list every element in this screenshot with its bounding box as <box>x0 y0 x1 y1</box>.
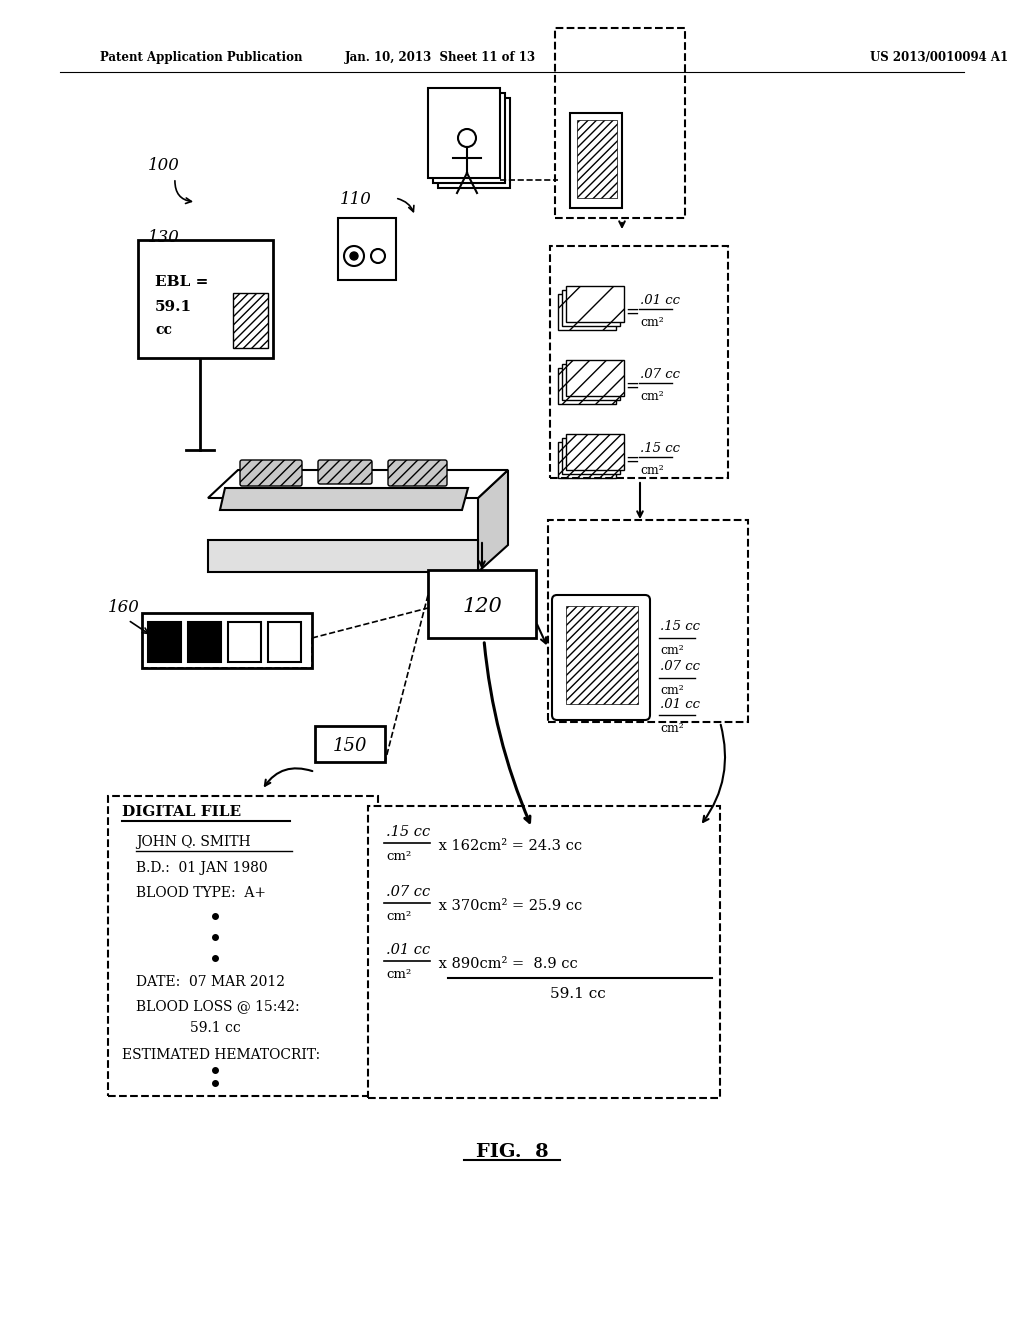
Text: cm²: cm² <box>640 389 664 403</box>
Text: 59.1 cc: 59.1 cc <box>550 987 606 1001</box>
FancyBboxPatch shape <box>562 364 620 400</box>
FancyBboxPatch shape <box>558 442 616 478</box>
FancyBboxPatch shape <box>428 570 536 638</box>
FancyBboxPatch shape <box>570 114 622 209</box>
Text: 160: 160 <box>108 599 140 616</box>
Text: .15 cc: .15 cc <box>386 825 430 840</box>
Text: US 2013/0010094 A1: US 2013/0010094 A1 <box>870 51 1008 65</box>
FancyBboxPatch shape <box>566 286 624 322</box>
Text: =: = <box>625 378 639 395</box>
FancyBboxPatch shape <box>562 290 620 326</box>
FancyBboxPatch shape <box>318 459 372 484</box>
FancyBboxPatch shape <box>240 459 302 486</box>
Text: =: = <box>625 451 639 469</box>
FancyBboxPatch shape <box>108 796 378 1096</box>
Text: 150: 150 <box>333 737 368 755</box>
FancyBboxPatch shape <box>548 520 748 722</box>
FancyBboxPatch shape <box>138 240 273 358</box>
Text: FIG.  8: FIG. 8 <box>476 1143 548 1162</box>
FancyBboxPatch shape <box>566 606 638 704</box>
Text: 130: 130 <box>148 230 180 247</box>
FancyBboxPatch shape <box>566 360 624 396</box>
Text: 59.1 cc: 59.1 cc <box>189 1020 241 1035</box>
Text: 120: 120 <box>462 597 502 615</box>
Text: BLOOD TYPE:  A+: BLOOD TYPE: A+ <box>136 886 266 900</box>
FancyBboxPatch shape <box>338 218 396 280</box>
Text: .15 cc: .15 cc <box>640 441 680 454</box>
Text: ESTIMATED HEMATOCRIT:: ESTIMATED HEMATOCRIT: <box>122 1048 321 1063</box>
FancyBboxPatch shape <box>577 120 617 198</box>
Text: cm²: cm² <box>660 644 684 657</box>
Text: Patent Application Publication: Patent Application Publication <box>100 51 302 65</box>
Polygon shape <box>478 470 508 572</box>
FancyBboxPatch shape <box>368 807 720 1098</box>
FancyBboxPatch shape <box>566 434 624 470</box>
FancyBboxPatch shape <box>388 459 447 486</box>
FancyBboxPatch shape <box>268 622 301 663</box>
FancyBboxPatch shape <box>142 612 312 668</box>
FancyBboxPatch shape <box>428 88 500 178</box>
FancyBboxPatch shape <box>228 622 261 663</box>
Text: x 162cm² = 24.3 cc: x 162cm² = 24.3 cc <box>434 840 582 853</box>
FancyBboxPatch shape <box>438 98 510 187</box>
Text: cm²: cm² <box>386 911 412 924</box>
Text: cm²: cm² <box>660 722 684 734</box>
Text: .01 cc: .01 cc <box>660 697 700 710</box>
Text: JOHN Q. SMITH: JOHN Q. SMITH <box>136 836 251 849</box>
Text: 110: 110 <box>340 191 372 209</box>
Polygon shape <box>208 470 508 498</box>
Text: x 890cm² =  8.9 cc: x 890cm² = 8.9 cc <box>434 957 578 972</box>
FancyBboxPatch shape <box>558 294 616 330</box>
Text: x 370cm² = 25.9 cc: x 370cm² = 25.9 cc <box>434 899 583 913</box>
Text: .01 cc: .01 cc <box>386 942 430 957</box>
Text: Jan. 10, 2013  Sheet 11 of 13: Jan. 10, 2013 Sheet 11 of 13 <box>344 51 536 65</box>
FancyBboxPatch shape <box>315 726 385 762</box>
Text: .07 cc: .07 cc <box>386 884 430 899</box>
Text: cm²: cm² <box>660 685 684 697</box>
FancyBboxPatch shape <box>188 622 221 663</box>
Text: 100: 100 <box>148 157 180 173</box>
Text: .01 cc: .01 cc <box>640 293 680 306</box>
Text: .15 cc: .15 cc <box>660 620 700 634</box>
Text: BLOOD LOSS @ 15:42:: BLOOD LOSS @ 15:42: <box>136 999 300 1012</box>
Text: cc: cc <box>155 323 172 337</box>
FancyBboxPatch shape <box>148 622 181 663</box>
Text: .07 cc: .07 cc <box>660 660 700 673</box>
Text: DATE:  07 MAR 2012: DATE: 07 MAR 2012 <box>136 975 285 989</box>
Polygon shape <box>220 488 468 510</box>
Text: cm²: cm² <box>386 969 412 982</box>
FancyBboxPatch shape <box>233 293 268 348</box>
Text: cm²: cm² <box>640 463 664 477</box>
Text: cm²: cm² <box>386 850 412 863</box>
FancyBboxPatch shape <box>562 438 620 474</box>
Text: 59.1: 59.1 <box>155 300 193 314</box>
Polygon shape <box>208 540 478 572</box>
FancyBboxPatch shape <box>555 28 685 218</box>
FancyBboxPatch shape <box>433 92 505 183</box>
Text: .07 cc: .07 cc <box>640 367 680 380</box>
Circle shape <box>350 252 358 260</box>
Text: B.D.:  01 JAN 1980: B.D.: 01 JAN 1980 <box>136 861 267 875</box>
Text: cm²: cm² <box>640 315 664 329</box>
FancyBboxPatch shape <box>558 368 616 404</box>
FancyBboxPatch shape <box>552 595 650 719</box>
Text: EBL =: EBL = <box>155 275 208 289</box>
Text: DIGITAL FILE: DIGITAL FILE <box>122 805 241 818</box>
Text: =: = <box>625 304 639 321</box>
